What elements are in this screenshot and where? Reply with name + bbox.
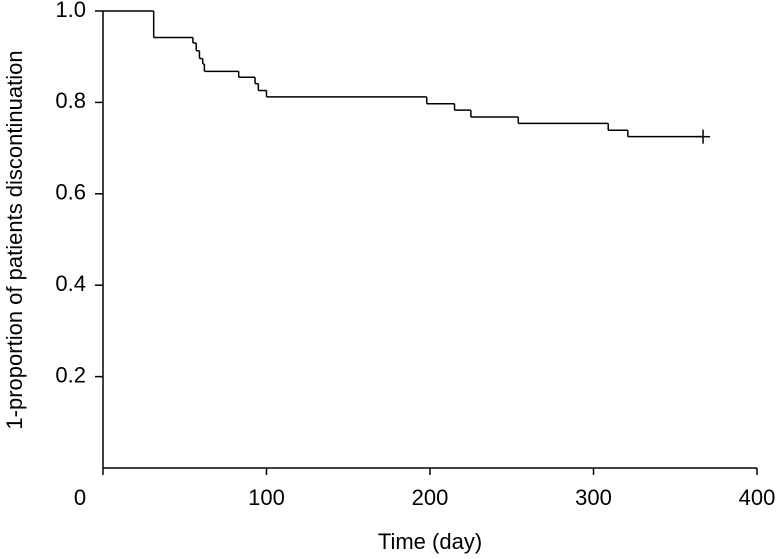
x-tick-label: 0 xyxy=(74,485,86,510)
y-tick-label: 0.4 xyxy=(55,271,86,296)
x-tick-label: 200 xyxy=(412,485,449,510)
y-tick-label: 0.8 xyxy=(55,88,86,113)
y-tick-label: 0.6 xyxy=(55,180,86,205)
x-tick-label: 400 xyxy=(739,485,776,510)
y-tick-label: 1.0 xyxy=(55,0,86,22)
x-tick-label: 100 xyxy=(248,485,285,510)
x-tick-label: 300 xyxy=(575,485,612,510)
x-axis-label: Time (day) xyxy=(378,529,482,554)
y-axis-label: 1-proportion of patients discontinuation xyxy=(2,50,27,429)
y-tick-label: 0.2 xyxy=(55,362,86,387)
